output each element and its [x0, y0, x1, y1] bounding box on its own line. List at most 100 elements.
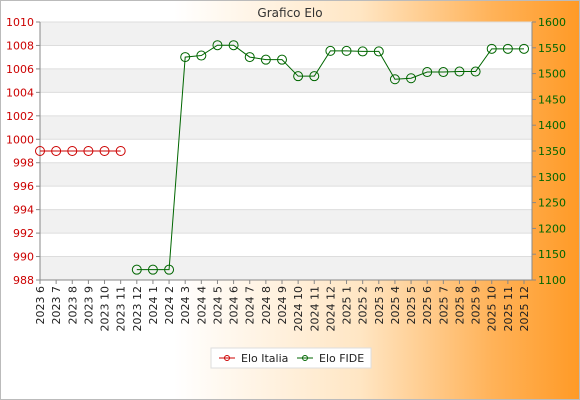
- data-point: [99, 146, 110, 156]
- x-tick-label: 2024 1: [147, 286, 160, 325]
- y-left-tick-label: 990: [13, 251, 34, 264]
- y-right-tick-label: 1400: [538, 119, 566, 132]
- y-left-tick-label: 1006: [6, 63, 34, 76]
- x-tick-label: 2023 6: [34, 286, 47, 325]
- legend-swatch-marker: [302, 355, 308, 361]
- series-line: [136, 44, 524, 271]
- x-tick-label: 2024 12: [324, 286, 337, 332]
- y-right-tick-label: 1200: [538, 222, 566, 235]
- x-tick-label: 2025 6: [421, 286, 434, 325]
- y-left-tick-label: 988: [13, 274, 34, 287]
- data-point: [228, 40, 239, 51]
- x-tick-label: 2025 7: [437, 286, 450, 325]
- data-point: [389, 74, 400, 85]
- x-tick-label: 2024 6: [228, 286, 241, 325]
- data-point: [502, 43, 513, 54]
- legend-label: Elo Italia: [241, 352, 288, 365]
- y-right-tick-label: 1500: [538, 68, 566, 81]
- x-tick-label: 2023 9: [82, 286, 95, 325]
- data-point: [83, 146, 94, 156]
- data-point: [67, 146, 78, 156]
- y-right-tick-label: 1350: [538, 145, 566, 158]
- grid-band: [40, 115, 532, 140]
- data-point: [196, 50, 207, 61]
- data-point: [438, 67, 449, 78]
- y-left-tick-label: 996: [13, 180, 34, 193]
- x-tick-label: 2025 12: [518, 286, 531, 332]
- x-tick-label: 2025 8: [453, 286, 466, 325]
- data-point: [147, 264, 158, 275]
- y-right-tick-label: 1250: [538, 197, 566, 210]
- data-point: [325, 45, 336, 56]
- series-elo-italia: [35, 146, 126, 156]
- legend-box: [210, 347, 372, 369]
- data-point: [486, 43, 497, 54]
- grid-band: [40, 209, 532, 234]
- data-point: [260, 54, 271, 65]
- x-tick-label: 2025 5: [405, 286, 418, 325]
- x-tick-label: 2024 10: [292, 286, 305, 332]
- plot-area: [40, 21, 532, 281]
- x-tick-label: 2023 10: [99, 286, 112, 332]
- x-tick-label: 2023 11: [115, 286, 128, 332]
- y-left-tick-label: 1004: [6, 86, 34, 99]
- x-tick-label: 2023 12: [131, 286, 144, 332]
- x-tick-label: 2025 4: [389, 286, 402, 325]
- axes: 988 990 992 994 996 998 1000 1002 1004 1006 1008 10…: [6, 16, 566, 332]
- x-tick-label: 2023 7: [50, 286, 63, 325]
- data-point: [293, 71, 304, 82]
- data-point: [519, 43, 529, 54]
- y-left-tick-label: 1008: [6, 39, 34, 52]
- y-right-tick-label: 1100: [538, 274, 566, 287]
- x-tick-label: 2024 2: [163, 286, 176, 325]
- y-left-tick-label: 1010: [6, 16, 34, 29]
- x-tick-label: 2023 8: [66, 286, 79, 325]
- grid-band: [40, 162, 532, 187]
- data-point: [131, 264, 142, 275]
- plot-background: [40, 22, 532, 280]
- x-tick-label: 2025 1: [341, 286, 354, 325]
- y-right-tick-label: 1300: [538, 171, 566, 184]
- x-tick-label: 2024 11: [308, 286, 321, 332]
- x-tick-label: 2024 9: [276, 286, 289, 325]
- y-left-tick-label: 1002: [6, 110, 34, 123]
- x-tick-label: 2024 5: [211, 286, 224, 325]
- x-tick-label: 2024 3: [179, 286, 192, 325]
- y-left-tick-label: 992: [13, 227, 34, 240]
- x-tick-label: 2024 4: [195, 286, 208, 325]
- data-point: [470, 66, 481, 77]
- data-point: [115, 146, 126, 156]
- series-layer: [35, 40, 529, 275]
- y-left-tick-label: 998: [13, 157, 34, 170]
- chart-title: Grafico Elo: [257, 6, 322, 20]
- data-point: [244, 52, 255, 63]
- data-point: [341, 45, 352, 56]
- data-point: [357, 46, 368, 57]
- grid-band: [40, 256, 532, 280]
- y-right-tick-label: 1600: [538, 16, 566, 29]
- data-point: [51, 146, 62, 156]
- y-left-tick-label: 994: [13, 204, 34, 217]
- data-point: [180, 52, 191, 63]
- x-tick-label: 2025 9: [470, 286, 483, 325]
- y-right-tick-label: 1550: [538, 42, 566, 55]
- grid-band: [40, 22, 532, 46]
- legend: Elo Italia Elo FIDE: [210, 347, 372, 369]
- data-point: [212, 40, 223, 51]
- data-point: [164, 264, 175, 275]
- data-point: [454, 66, 465, 77]
- x-tick-label: 2024 7: [244, 286, 257, 325]
- legend-label: Elo FIDE: [319, 352, 364, 365]
- data-point: [406, 73, 417, 84]
- y-left-tick-label: 1000: [6, 133, 34, 146]
- x-tick-label: 2025 10: [486, 286, 499, 332]
- data-point: [422, 67, 433, 78]
- legend-swatch-marker: [224, 355, 230, 361]
- data-point: [277, 54, 287, 65]
- data-point: [373, 46, 384, 57]
- x-tick-label: 2025 2: [357, 286, 370, 325]
- x-tick-label: 2025 3: [373, 286, 386, 325]
- series-elo-fide: [131, 40, 529, 275]
